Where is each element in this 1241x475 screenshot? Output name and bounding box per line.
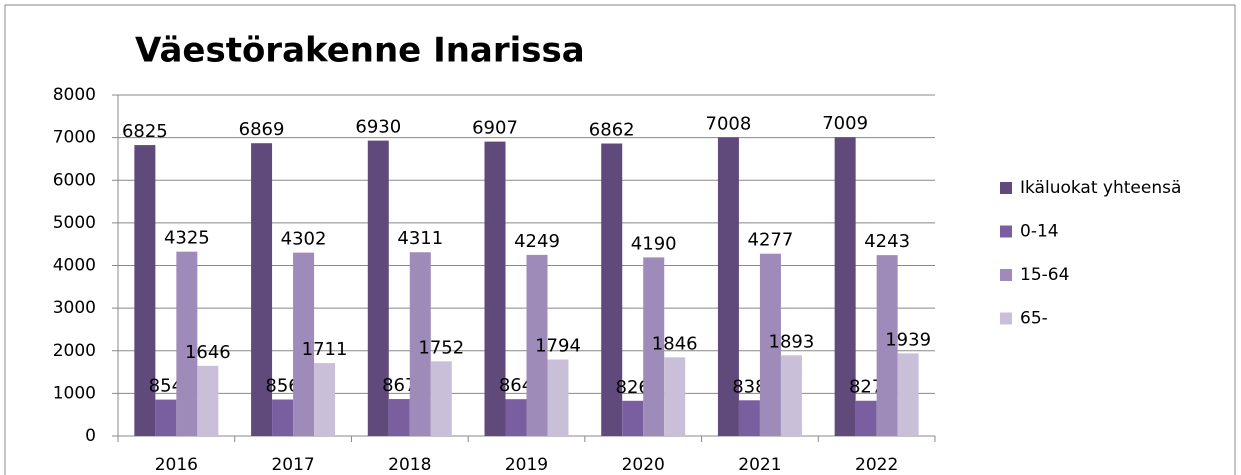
y-tick-label: 7000 [53,128,96,148]
legend-swatch [1000,182,1012,194]
bar [897,353,919,436]
data-label: 854 [149,376,183,397]
bar [197,365,219,436]
data-label: 838 [732,376,766,397]
bar [293,252,315,436]
data-label: 6930 [355,117,401,138]
data-label: 1711 [302,339,348,360]
bar [155,399,177,436]
x-tick-label: 2020 [622,455,665,475]
data-label: 867 [382,375,416,396]
bar [547,359,569,436]
data-label: 4311 [397,228,443,249]
bar [314,363,336,436]
x-tick-label: 2017 [271,455,314,475]
bar [388,399,410,436]
data-label: 826 [616,377,650,398]
y-tick-label: 8000 [53,85,96,105]
bar [176,251,198,436]
legend-swatch [1000,225,1012,238]
data-label: 1846 [652,333,698,354]
x-tick-label: 2018 [388,455,431,475]
bar [251,143,273,437]
y-tick-label: 4000 [53,256,96,276]
data-label: 4325 [164,228,210,249]
bar [430,361,452,436]
bar [505,399,527,436]
data-label: 6907 [472,118,518,139]
data-label: 4249 [514,231,560,252]
bar [855,400,877,436]
y-tick-label: 6000 [53,170,96,190]
data-label: 7008 [706,113,752,134]
chart-border [4,4,1236,475]
data-label: 864 [499,375,533,396]
data-label: 4190 [631,233,677,254]
x-tick-label: 2022 [855,455,898,475]
legend-label: 0-14 [1020,222,1059,242]
data-label: 1646 [185,342,231,363]
data-label: 1794 [535,336,581,357]
data-label: 4302 [281,229,327,250]
chart-title: Väestörakenne Inarissa [135,31,585,71]
data-label: 856 [265,376,299,397]
bar [717,137,739,436]
bar [367,140,389,436]
bar [643,257,665,436]
x-tick-label: 2016 [155,455,198,475]
bar [601,143,623,436]
bar [834,137,856,436]
x-tick-label: 2019 [505,455,548,475]
bar [134,145,156,436]
data-label: 7009 [822,113,868,134]
bar [664,357,686,436]
bar [876,255,898,436]
bar [759,253,781,436]
data-label: 1752 [418,337,464,358]
bar [484,141,506,437]
bar [526,254,548,436]
y-tick-label: 3000 [53,298,96,318]
x-tick-label: 2021 [738,455,781,475]
data-label: 4277 [748,230,794,251]
data-label: 6869 [239,119,285,140]
y-tick-label: 5000 [53,213,96,233]
legend-label: 15-64 [1020,265,1069,285]
legend-swatch [1000,269,1012,281]
bar [409,252,431,436]
y-tick-label: 2000 [53,341,96,361]
bar [738,400,760,436]
y-tick-label: 1000 [53,383,96,403]
bar [780,355,802,436]
legend-swatch [1000,312,1012,325]
data-label: 1893 [769,331,815,352]
data-label: 1939 [885,329,931,350]
legend-label: 65- [1020,309,1048,329]
data-label: 6825 [122,121,168,142]
data-label: 827 [849,377,883,398]
bar [272,399,294,436]
bar [622,400,644,436]
legend-label: Ikäluokat yhteensä [1020,178,1181,198]
y-tick-label: 0 [85,426,96,446]
data-label: 4243 [864,231,910,252]
data-label: 6862 [589,120,635,141]
